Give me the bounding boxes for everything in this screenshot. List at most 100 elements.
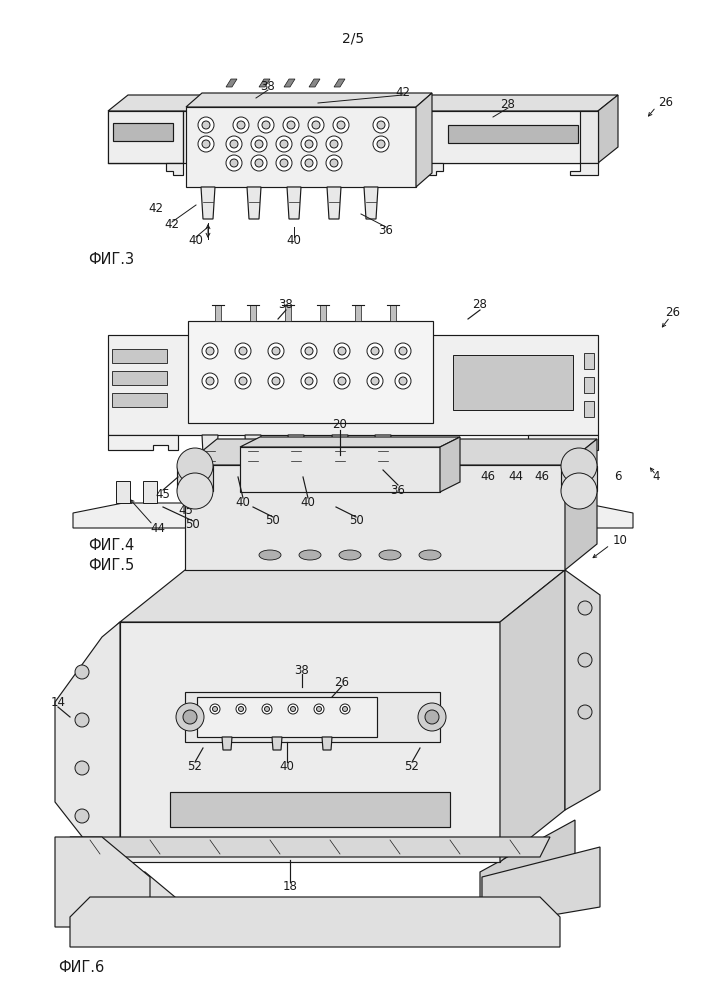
Circle shape — [371, 377, 379, 385]
Circle shape — [399, 347, 407, 355]
Circle shape — [377, 140, 385, 148]
Circle shape — [237, 121, 245, 129]
Bar — [363, 481, 377, 503]
Bar — [112, 371, 167, 385]
Circle shape — [290, 706, 296, 711]
Text: 26: 26 — [666, 307, 681, 320]
Circle shape — [236, 704, 246, 714]
Text: 40: 40 — [236, 497, 251, 509]
Circle shape — [316, 706, 321, 711]
Polygon shape — [73, 503, 633, 528]
Circle shape — [418, 703, 446, 731]
Polygon shape — [570, 163, 598, 175]
Bar — [443, 481, 457, 503]
Circle shape — [265, 706, 270, 711]
Bar — [320, 305, 326, 321]
Text: 40: 40 — [189, 235, 203, 248]
Text: 2/5: 2/5 — [342, 31, 364, 45]
Bar — [116, 481, 130, 503]
Circle shape — [288, 704, 298, 714]
Circle shape — [177, 448, 213, 484]
Circle shape — [272, 347, 280, 355]
Circle shape — [377, 121, 385, 129]
Circle shape — [213, 706, 217, 711]
Circle shape — [177, 473, 213, 509]
Polygon shape — [334, 79, 345, 87]
Circle shape — [578, 653, 592, 667]
Polygon shape — [588, 481, 596, 503]
Circle shape — [373, 117, 389, 133]
Circle shape — [255, 140, 263, 148]
Bar — [390, 305, 396, 321]
Bar — [273, 481, 287, 503]
Polygon shape — [226, 79, 237, 87]
Circle shape — [399, 377, 407, 385]
Text: 42: 42 — [164, 219, 179, 232]
Polygon shape — [202, 435, 218, 473]
Circle shape — [183, 710, 197, 724]
Polygon shape — [364, 187, 378, 219]
Circle shape — [226, 155, 242, 171]
Circle shape — [280, 140, 288, 148]
Circle shape — [276, 136, 292, 152]
Text: 40: 40 — [301, 497, 316, 509]
Circle shape — [301, 155, 317, 171]
Bar — [185, 692, 440, 742]
Polygon shape — [108, 111, 598, 163]
Text: 10: 10 — [613, 533, 628, 546]
Bar — [170, 792, 450, 827]
Circle shape — [326, 155, 342, 171]
Circle shape — [239, 347, 247, 355]
Circle shape — [268, 343, 284, 359]
Text: 46: 46 — [481, 471, 496, 484]
Circle shape — [561, 448, 597, 484]
Circle shape — [202, 373, 218, 389]
Polygon shape — [482, 847, 600, 927]
Circle shape — [262, 704, 272, 714]
Circle shape — [75, 761, 89, 775]
Circle shape — [230, 159, 238, 167]
Polygon shape — [440, 437, 460, 492]
Polygon shape — [166, 163, 183, 175]
Polygon shape — [186, 107, 416, 187]
Circle shape — [561, 473, 597, 509]
Circle shape — [226, 136, 242, 152]
Circle shape — [308, 117, 324, 133]
Circle shape — [305, 140, 313, 148]
Polygon shape — [247, 187, 261, 219]
Circle shape — [230, 140, 238, 148]
Text: 50: 50 — [265, 514, 280, 527]
Circle shape — [272, 377, 280, 385]
Text: 42: 42 — [148, 203, 164, 216]
Circle shape — [367, 373, 383, 389]
Polygon shape — [70, 897, 560, 947]
Bar — [215, 305, 221, 321]
Bar — [453, 355, 573, 410]
Polygon shape — [259, 79, 270, 87]
Bar — [177, 466, 213, 491]
Circle shape — [326, 136, 342, 152]
Polygon shape — [375, 435, 391, 473]
Polygon shape — [108, 95, 618, 111]
Circle shape — [578, 601, 592, 615]
Bar — [188, 321, 433, 423]
Text: 18: 18 — [282, 880, 297, 893]
Ellipse shape — [419, 550, 441, 560]
Polygon shape — [416, 93, 432, 187]
Polygon shape — [102, 872, 175, 912]
Text: 28: 28 — [472, 299, 487, 312]
Text: 36: 36 — [390, 484, 405, 497]
Text: ФИГ.6: ФИГ.6 — [58, 959, 104, 974]
Circle shape — [239, 377, 247, 385]
Polygon shape — [186, 93, 432, 107]
Circle shape — [367, 343, 383, 359]
Bar — [112, 349, 167, 363]
Bar — [528, 481, 542, 503]
Circle shape — [371, 347, 379, 355]
Polygon shape — [322, 737, 332, 750]
Circle shape — [268, 373, 284, 389]
Bar — [561, 466, 597, 491]
Circle shape — [202, 121, 210, 129]
Circle shape — [314, 704, 324, 714]
Text: 14: 14 — [51, 695, 66, 708]
